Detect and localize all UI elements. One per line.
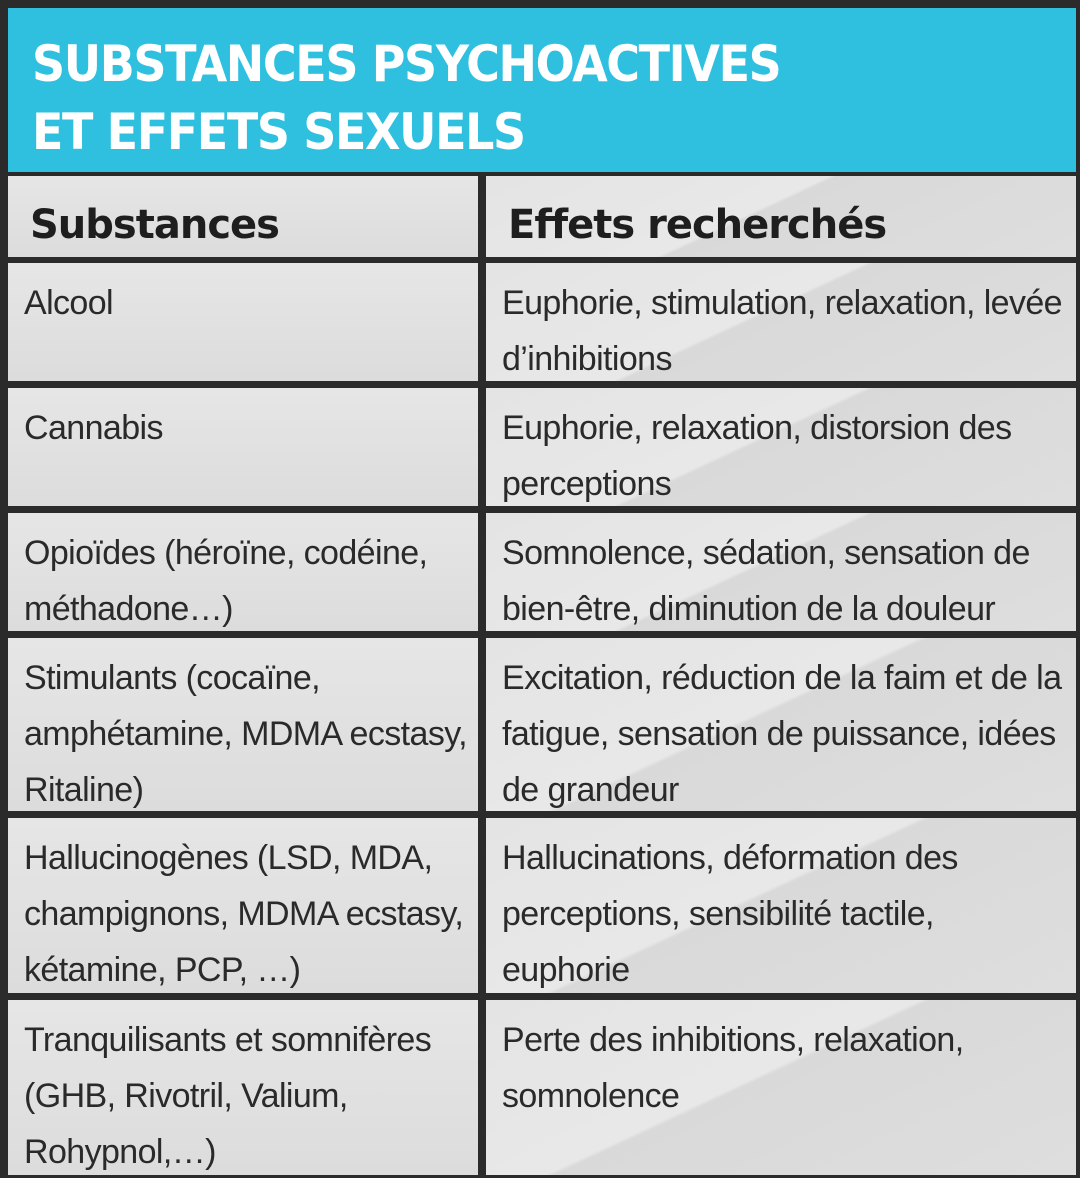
effets-text: Excitation, réduction de la faim et de l… <box>502 659 1062 809</box>
table-row-substance: Hallucinogènes (LSD, MDA, champignons, M… <box>8 818 478 993</box>
table-row-effets: Somnolence, sédation, sensation de bien-… <box>486 513 1076 631</box>
table-row-substance: Stimulants (cocaïne, amphétamine, MDMA e… <box>8 638 478 811</box>
header-effets: Effets recherchés <box>486 176 1076 257</box>
table-row-effets: Euphorie, relaxation, distorsion des per… <box>486 388 1076 506</box>
effets-text: Euphorie, stimulation, relaxation, levée… <box>502 284 1063 378</box>
table-row-effets: Perte des inhibitions, relaxation, somno… <box>486 1000 1076 1175</box>
title-line-2: ET EFFETS SEXUELS <box>32 103 526 161</box>
substance-text: Opioïdes (héroïne, codéine, méthadone…) <box>24 534 428 628</box>
substance-text: Tranquilisants et somnifères (GHB, Rivot… <box>24 1021 432 1171</box>
substance-text: Alcool <box>24 284 114 322</box>
table-row-effets: Hallucinations, déformation des percepti… <box>486 818 1076 993</box>
substances-table: Substances Effets recherchés Alcool Euph… <box>8 176 1076 1176</box>
substance-text: Cannabis <box>24 409 163 447</box>
table-row-effets: Excitation, réduction de la faim et de l… <box>486 638 1076 811</box>
header-substances-label: Substances <box>30 202 280 248</box>
substance-text: Stimulants (cocaïne, amphétamine, MDMA e… <box>24 659 468 809</box>
effets-text: Somnolence, sédation, sensation de bien-… <box>502 534 1030 628</box>
header-effets-label: Effets recherchés <box>508 202 887 248</box>
effets-text: Perte des inhibitions, relaxation, somno… <box>502 1021 964 1115</box>
header-substances: Substances <box>8 176 478 257</box>
title-banner: SUBSTANCES PSYCHOACTIVES ET EFFETS SEXUE… <box>8 8 1076 172</box>
table-row-effets: Euphorie, stimulation, relaxation, levée… <box>486 263 1076 381</box>
effets-text: Euphorie, relaxation, distorsion des per… <box>502 409 1012 503</box>
table-row-substance: Opioïdes (héroïne, codéine, méthadone…) <box>8 513 478 631</box>
substance-text: Hallucinogènes (LSD, MDA, champignons, M… <box>24 839 464 989</box>
effets-text: Hallucinations, déformation des percepti… <box>502 839 958 989</box>
table-row-substance: Tranquilisants et somnifères (GHB, Rivot… <box>8 1000 478 1175</box>
title-line-1: SUBSTANCES PSYCHOACTIVES <box>32 35 782 93</box>
table-row-substance: Cannabis <box>8 388 478 506</box>
table-row-substance: Alcool <box>8 263 478 381</box>
